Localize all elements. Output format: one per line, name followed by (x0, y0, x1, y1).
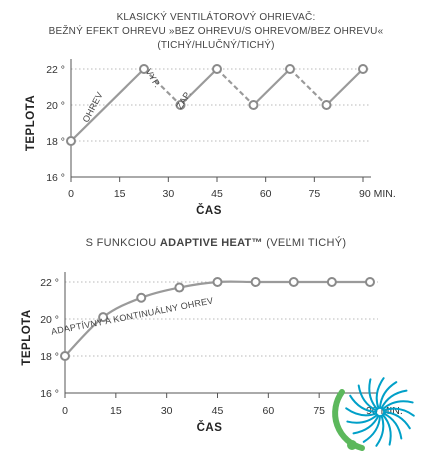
chart1-title-line3: (TICHÝ/HLUČNÝ/TICHÝ) (157, 38, 274, 51)
logo-blade (362, 415, 381, 443)
x-tick-label: 30 (161, 405, 173, 417)
logo-blade (382, 412, 403, 440)
logo-blade (357, 384, 378, 412)
x-tick-label: 45 (211, 188, 223, 200)
data-point (250, 277, 261, 287)
logo-green-dot (347, 440, 357, 450)
series-line-segment (143, 68, 182, 106)
data-point (212, 277, 223, 287)
data-point (174, 282, 185, 293)
logo-blade (381, 413, 392, 446)
chart1-title-line2: BEŽNÝ EFEKT OHREVU »BEZ OHREVU/S OHREVOM… (49, 24, 384, 37)
x-tick-label: 15 (110, 405, 122, 417)
data-point (60, 351, 70, 361)
data-point (285, 64, 295, 74)
y-tick-label: 20 ° (46, 100, 65, 112)
data-point (365, 277, 375, 287)
y-tick-label: 18 ° (40, 351, 59, 363)
y-tick-label: 16 ° (40, 388, 59, 400)
y-tick-label: 22 ° (40, 277, 59, 289)
logo-blade (346, 413, 379, 424)
logo-blade (381, 400, 414, 411)
data-point (358, 64, 368, 74)
x-tick-label: 60 (262, 405, 274, 417)
logo-green-arc (332, 389, 365, 451)
chart1-title-line1: KLASICKÝ VENTILÁTOROVÝ OHRIEVAČ: (117, 10, 316, 23)
chart2-title-prefix: S FUNKCIOU (86, 237, 160, 249)
logo-blade (375, 377, 385, 410)
x-axis-title: ČAS (197, 421, 223, 434)
logo-blade (380, 389, 408, 410)
data-point (321, 100, 332, 110)
chart-annotation: VYP. (143, 67, 162, 89)
data-point (98, 312, 109, 323)
x-tick-label: 75 (313, 405, 325, 417)
logo-blade (349, 394, 377, 413)
logo-blades (345, 377, 415, 447)
y-tick-label: 22 ° (46, 64, 65, 76)
series-line-segment (216, 68, 255, 106)
logo-blade (352, 414, 380, 435)
y-axis-title: TEPLOTA (25, 95, 37, 151)
data-point (175, 100, 186, 110)
logo-blade (368, 378, 379, 411)
x-tick-label: 0 (62, 405, 68, 417)
x-axis-title: ČAS (196, 204, 222, 217)
series-line-segment (179, 68, 218, 106)
data-point (66, 136, 76, 146)
chart1-plot: 16 ° 18 ° 20 ° 22 ° 0 15 30 45 60 75 90 MIN. ČAS TEP… (25, 59, 396, 217)
chart1-title: KLASICKÝ VENTILÁTOROVÝ OHRIEVAČ: BEŽNÝ E… (49, 10, 384, 51)
x-tick-label: 75 (308, 188, 320, 200)
x-tick-label: 30 (162, 188, 174, 200)
series-line-segment (252, 68, 291, 106)
x-tick-label: 90 MIN. (359, 188, 396, 200)
series-line-segment (289, 68, 328, 106)
y-tick-label: 16 ° (46, 172, 65, 184)
logo-blade (382, 407, 415, 417)
y-tick-label: 20 ° (40, 314, 59, 326)
data-point (288, 277, 299, 287)
x-tick-label: 60 (260, 188, 272, 200)
chart2-title: S FUNKCIOU ADAPTIVE HEAT™ (VEĽMI TICHÝ) (86, 236, 347, 249)
x-tick-label: 45 (212, 405, 224, 417)
chart2-title-suffix: (VEĽMI TICHÝ) (263, 236, 346, 249)
x-tick-label: 0 (68, 188, 74, 200)
fan-swirl-logo-icon (332, 377, 415, 451)
x-tick-label: 15 (114, 188, 126, 200)
logo-blade (375, 414, 385, 447)
chart2-title-bold: ADAPTIVE HEAT™ (160, 237, 263, 249)
logo-blade (379, 381, 398, 409)
logo-blade (383, 411, 411, 430)
data-point (326, 277, 337, 287)
data-point (212, 64, 222, 74)
y-tick-label: 18 ° (46, 136, 65, 148)
data-point (139, 64, 149, 74)
series-line-segment (325, 68, 364, 106)
chart-annotation: ZAP. (174, 89, 193, 111)
data-point (136, 292, 147, 303)
logo-blade (345, 407, 378, 417)
y-axis-title: TEPLOTA (21, 309, 33, 365)
series-line-segment (70, 68, 145, 142)
data-point (248, 100, 259, 110)
